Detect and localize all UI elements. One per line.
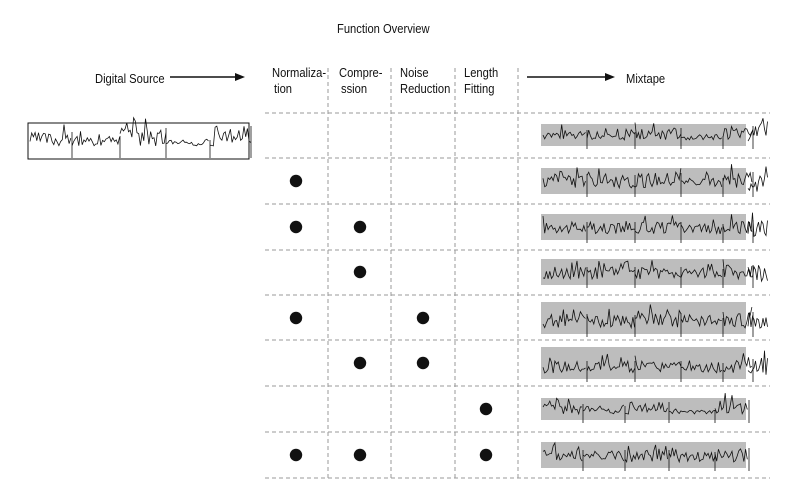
mixtape-tail-waveform	[747, 212, 768, 237]
mixtape-band	[541, 398, 746, 420]
function-dot-length-fitting	[479, 402, 493, 416]
function-dot-normalization	[289, 220, 303, 234]
mixtape-tail-waveform	[747, 350, 768, 375]
column-header-length-fitting-line1: Length	[464, 65, 499, 80]
source-waveform	[29, 116, 252, 158]
function-dot-normalization	[289, 448, 303, 462]
mixtape-waveform	[542, 353, 754, 382]
mixtape-tail-waveform	[747, 265, 768, 283]
function-dot-noise-reduction	[416, 311, 430, 325]
diagram-title: Function Overview	[337, 21, 430, 36]
mixtape-tail-waveform	[747, 166, 768, 192]
mixtape-band	[541, 168, 746, 194]
function-dot-compression	[353, 220, 367, 234]
column-header-normalization-line1: Normaliza-	[272, 65, 327, 80]
function-dot-noise-reduction	[416, 356, 430, 370]
column-header-noise-reduction-line1: Noise	[400, 65, 429, 80]
output-arrow-head	[605, 73, 615, 81]
mixtape-band	[541, 302, 746, 334]
output-label: Mixtape	[626, 71, 666, 86]
mixtape-waveform	[542, 122, 754, 149]
mixtape-waveform	[542, 393, 750, 423]
function-dot-normalization	[289, 174, 303, 188]
function-dot-compression	[353, 356, 367, 370]
mixtape-waveform	[542, 441, 750, 471]
column-header-compression-line1: Compre-	[339, 65, 383, 80]
mixtape-waveform	[542, 164, 754, 197]
column-header-length-fitting-line2: Fitting	[464, 81, 495, 96]
function-dot-compression	[353, 265, 367, 279]
mixtape-band	[541, 259, 746, 285]
mixtape-waveform	[542, 259, 754, 288]
mixtape-tail-waveform	[747, 312, 768, 329]
mixtape-band	[541, 347, 746, 379]
column-header-compression-line2: ssion	[341, 81, 368, 96]
source-arrow-head	[235, 73, 245, 81]
function-dot-compression	[353, 448, 367, 462]
column-header-noise-reduction-line2: Reduction	[400, 81, 451, 96]
function-dot-length-fitting	[479, 448, 493, 462]
source-label: Digital Source	[95, 71, 165, 86]
column-header-normalization-line2: tion	[274, 81, 293, 96]
mixtape-waveform	[542, 214, 754, 243]
mixtape-tail-waveform	[747, 118, 768, 142]
function-dot-normalization	[289, 311, 303, 325]
mixtape-waveform	[542, 304, 754, 337]
mixtape-band	[541, 124, 746, 146]
